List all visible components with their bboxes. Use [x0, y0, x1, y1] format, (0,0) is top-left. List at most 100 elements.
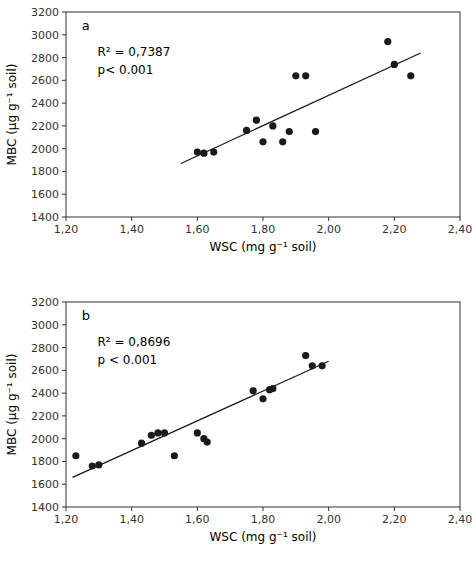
scatter-point — [210, 148, 217, 155]
x-tick-label: 1,20 — [54, 513, 79, 526]
trend-line — [73, 361, 329, 477]
y-tick-label: 2000 — [31, 143, 59, 156]
y-tick-label: 2600 — [31, 364, 59, 377]
scatter-point — [243, 127, 250, 134]
chart-root: 1,20 1,40 1,60 1,80 2,00 2,20 2,40 1400 1600 1800… — [0, 0, 474, 582]
y-axis-label: MBC (μg g⁻¹ soil) — [5, 64, 19, 166]
marks — [181, 38, 421, 163]
scatter-point — [259, 138, 266, 145]
y-tick — [62, 148, 66, 149]
x-tick-label: 2,40 — [448, 223, 473, 236]
x-tick — [131, 217, 132, 221]
scatter-point — [384, 38, 391, 45]
y-tick — [62, 484, 66, 485]
annotation: R² = 0,8696 — [98, 335, 171, 349]
scatter-point — [72, 452, 79, 459]
scatter-point — [302, 72, 309, 79]
y-tick — [62, 80, 66, 81]
x-tick-label: 1,60 — [185, 513, 210, 526]
x-tick — [66, 217, 67, 221]
x-tick-label: 2,20 — [382, 513, 407, 526]
y-tick — [62, 461, 66, 462]
scatter-point — [194, 148, 201, 155]
y-tick — [62, 34, 66, 35]
y-tick-label: 3000 — [31, 319, 59, 332]
y-tick-label: 2600 — [31, 74, 59, 87]
x-tick — [394, 507, 395, 511]
x-tick — [460, 507, 461, 511]
scatter-point — [309, 362, 316, 369]
x-tick — [328, 217, 329, 221]
y-tick-label: 1400 — [31, 501, 59, 514]
scatter-point — [148, 432, 155, 439]
scatter-point — [269, 385, 276, 392]
annotation: R² = 0,7387 — [98, 45, 171, 59]
scatter-point — [250, 387, 257, 394]
y-tick-label: 2800 — [31, 52, 59, 65]
y-tick — [62, 171, 66, 172]
scatter-point — [407, 72, 414, 79]
y-tick-label: 3200 — [31, 296, 59, 309]
y-tick — [62, 57, 66, 58]
y-tick — [62, 507, 66, 508]
y-axis-label: MBC (μg g⁻¹ soil) — [5, 354, 19, 456]
scatter-point — [89, 462, 96, 469]
scatter-point — [286, 128, 293, 135]
marks — [72, 352, 328, 477]
plot-frame — [66, 302, 460, 507]
x-tick-label: 1,20 — [54, 223, 79, 236]
x-tick-label: 2,00 — [316, 513, 341, 526]
scatter-point — [171, 452, 178, 459]
x-tick — [66, 507, 67, 511]
scatter-point — [95, 461, 102, 468]
panel: 1,201,401,601,802,002,202,40140016001800… — [5, 296, 472, 544]
panel-label: b — [82, 308, 90, 323]
y-tick-label: 3000 — [31, 29, 59, 42]
plot-frame — [66, 12, 460, 217]
scatter-point — [312, 128, 319, 135]
y-tick-label: 2800 — [31, 342, 59, 355]
x-tick-label: 1,40 — [119, 223, 144, 236]
x-tick-label: 1,40 — [119, 513, 144, 526]
x-tick — [328, 507, 329, 511]
x-tick — [263, 507, 264, 511]
x-tick — [197, 507, 198, 511]
y-tick — [62, 125, 66, 126]
y-tick — [62, 370, 66, 371]
y-tick — [62, 347, 66, 348]
x-tick — [394, 217, 395, 221]
y-tick — [62, 12, 66, 13]
scatter-point — [161, 429, 168, 436]
y-tick — [62, 415, 66, 416]
y-tick — [62, 194, 66, 195]
x-tick — [460, 217, 461, 221]
background — [0, 0, 474, 582]
scatter-point — [292, 72, 299, 79]
scatter-point — [319, 362, 326, 369]
x-tick — [197, 217, 198, 221]
y-tick — [62, 103, 66, 104]
x-tick-label: 1,80 — [251, 223, 276, 236]
scatter-point — [259, 395, 266, 402]
scatter-point — [279, 138, 286, 145]
x-tick-label: 1,60 — [185, 223, 210, 236]
x-tick-label: 2,20 — [382, 223, 407, 236]
y-tick-label: 1800 — [31, 455, 59, 468]
scatter-point — [200, 150, 207, 157]
panel: 1,201,401,601,802,002,202,40140016001800… — [5, 6, 472, 254]
y-tick — [62, 217, 66, 218]
scatter-point — [269, 122, 276, 129]
x-tick-label: 2,40 — [448, 513, 473, 526]
y-tick — [62, 438, 66, 439]
y-tick — [62, 302, 66, 303]
scatter-point — [154, 429, 161, 436]
annotation: p< 0.001 — [98, 63, 154, 77]
y-tick-label: 3200 — [31, 6, 59, 19]
scatter-point — [138, 440, 145, 447]
scatter-point — [391, 61, 398, 68]
trend-line — [181, 53, 421, 163]
scatter-point — [194, 429, 201, 436]
y-tick-label: 2400 — [31, 97, 59, 110]
x-tick-label: 2,00 — [316, 223, 341, 236]
y-tick-label: 1600 — [31, 478, 59, 491]
